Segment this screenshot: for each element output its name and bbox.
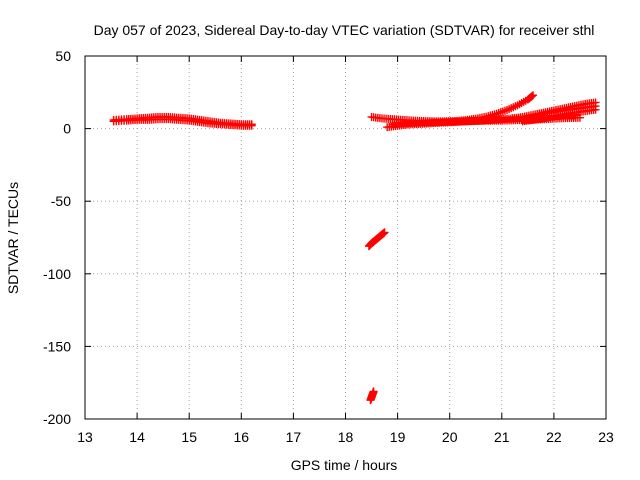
x-tick-label: 16 bbox=[234, 429, 250, 445]
x-axis-label: GPS time / hours bbox=[291, 457, 398, 473]
data-point bbox=[380, 228, 389, 237]
y-tick-label: 50 bbox=[55, 48, 71, 64]
data-point bbox=[591, 102, 600, 111]
y-tick-label: -100 bbox=[43, 266, 71, 282]
data-point bbox=[575, 113, 584, 122]
y-axis-label: SDTVAR / TECUs bbox=[5, 182, 21, 294]
axis-ticks: 13 14 15 16 17 18 19 20 21 22 23 50 0 -50 -100 -150 -200 bbox=[43, 48, 614, 445]
x-tick-label: 15 bbox=[181, 429, 197, 445]
data-point bbox=[247, 121, 256, 130]
data-series bbox=[364, 228, 389, 251]
chart-title: Day 057 of 2023, Sidereal Day-to-day VTE… bbox=[94, 22, 595, 38]
plot-frame bbox=[84, 55, 607, 420]
data-series bbox=[529, 102, 600, 121]
data-point bbox=[529, 91, 538, 100]
grid bbox=[85, 56, 606, 419]
data-points bbox=[109, 91, 600, 405]
x-tick-label: 14 bbox=[129, 429, 145, 445]
x-tick-label: 17 bbox=[286, 429, 302, 445]
x-tick-label: 18 bbox=[338, 429, 354, 445]
data-series bbox=[366, 387, 378, 405]
x-tick-label: 19 bbox=[390, 429, 406, 445]
x-tick-label: 13 bbox=[77, 429, 93, 445]
y-tick-label: -150 bbox=[43, 338, 71, 354]
data-point bbox=[369, 387, 378, 396]
data-point bbox=[528, 92, 537, 101]
x-tick-label: 21 bbox=[494, 429, 510, 445]
x-tick-label: 20 bbox=[442, 429, 458, 445]
x-tick-label: 22 bbox=[546, 429, 562, 445]
y-tick-label: -50 bbox=[51, 193, 71, 209]
y-tick-label: 0 bbox=[63, 121, 71, 137]
y-tick-label: -200 bbox=[43, 411, 71, 427]
x-tick-label: 23 bbox=[598, 429, 614, 445]
data-series bbox=[109, 115, 256, 130]
